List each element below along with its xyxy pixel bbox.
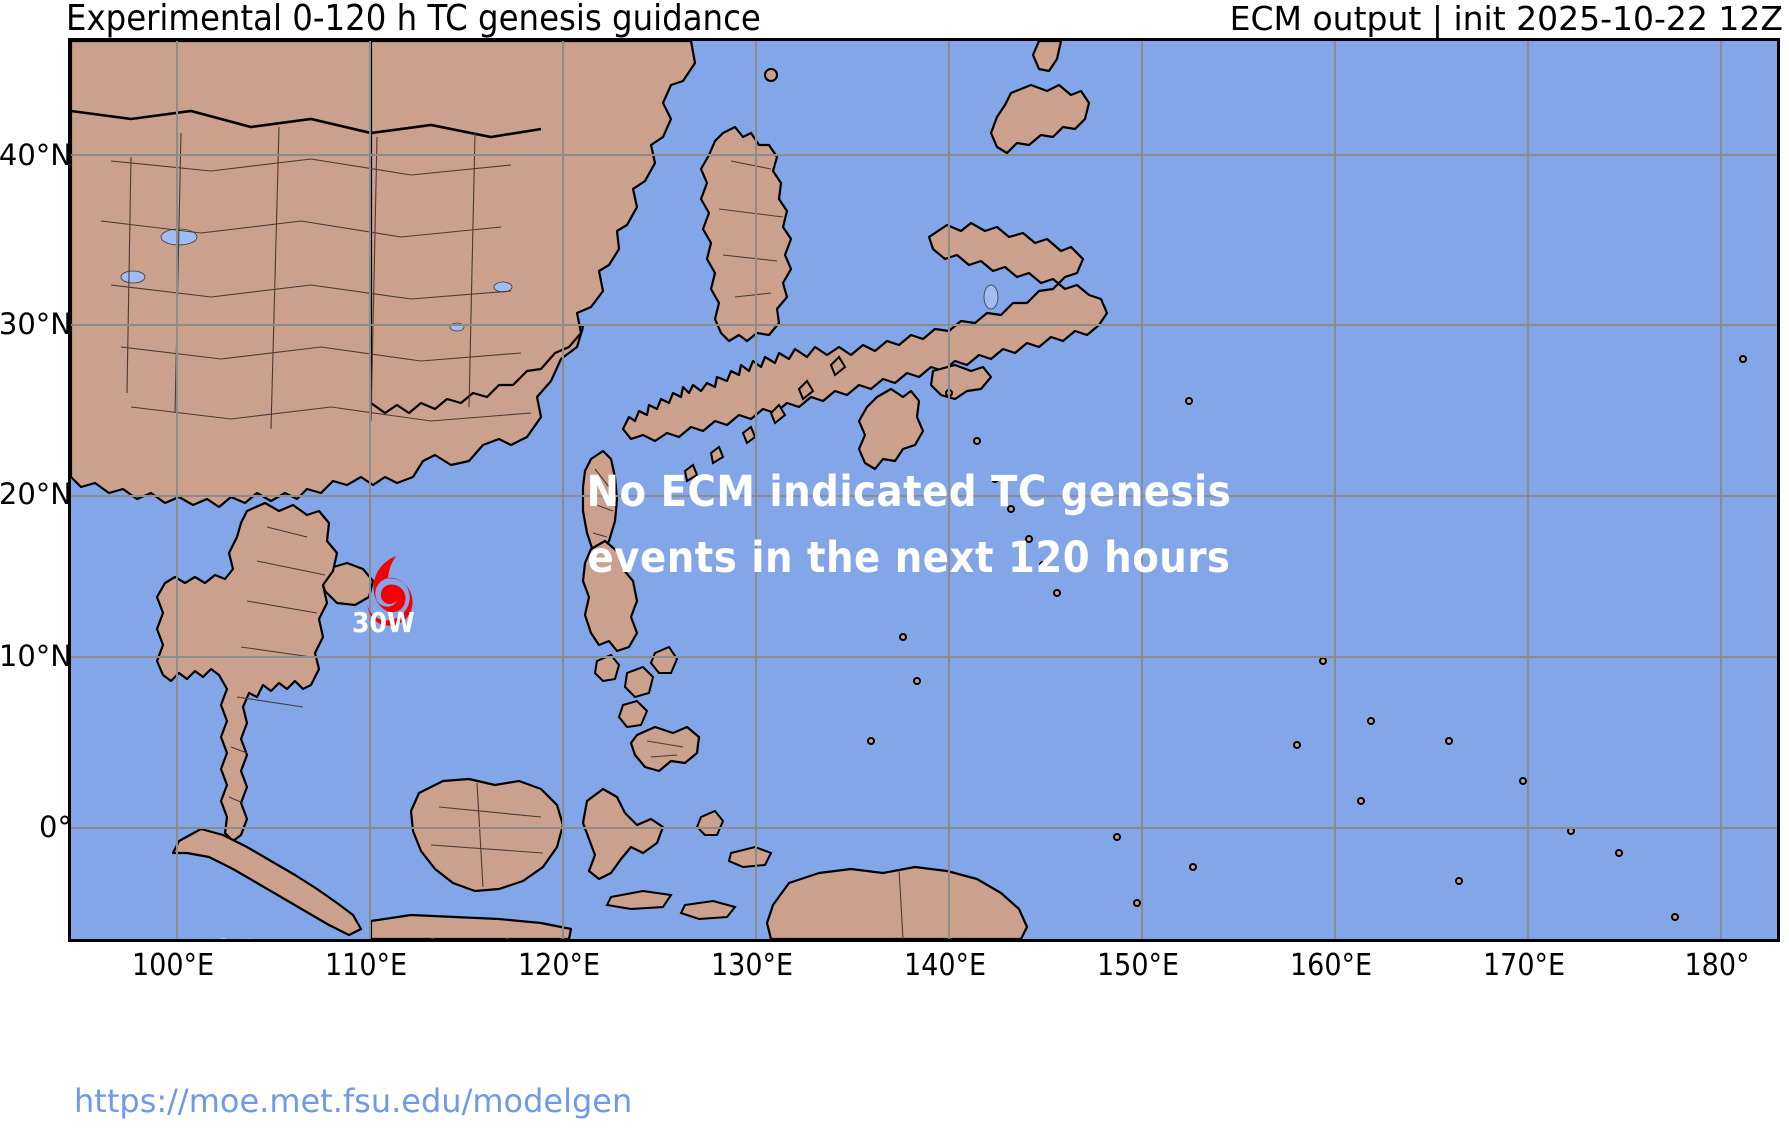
gridline-lon-150e [1141,41,1143,939]
generation-timestamp: Wed Oct 22 20:08 UTC 2025 [159,934,604,939]
gridline-lat-0 [71,827,1777,829]
tc-genesis-marker-30w[interactable] [367,554,413,626]
gridline-lon-180 [1720,41,1722,939]
gridline-lat-10n [71,656,1777,658]
xtick-130e: 130°E [710,948,794,983]
gridline-lon-120e [562,41,564,939]
map-canvas[interactable]: .land{fill:#cba08c;stroke:#000;stroke-wi… [68,38,1780,942]
storm-label: 30W [352,606,415,639]
gridline-lat-30n [71,324,1777,326]
gridline-lon-170e [1527,41,1529,939]
ytick-10n: 10°N [0,639,72,673]
ytick-40n: 40°N [0,138,72,172]
xtick-180: 180° [1684,948,1750,983]
ytick-20n: 20°N [0,477,72,511]
xtick-110e: 110°E [324,948,408,983]
gridline-lon-110e [369,41,371,939]
xtick-160e: 160°E [1289,948,1373,983]
gridline-lon-160e [1334,41,1336,939]
ytick-0: 0° [39,810,72,844]
xtick-140e: 140°E [903,948,987,983]
ytick-30n: 30°N [0,307,72,341]
gridline-lat-20n [71,495,1777,497]
xtick-150e: 150°E [1096,948,1180,983]
gridline-lon-140e [948,41,950,939]
basemap-graphic: .land{fill:#cba08c;stroke:#000;stroke-wi… [71,41,1777,939]
model-init-label: ECM output | init 2025-10-22 12Z [1229,0,1783,38]
xtick-120e: 120°E [517,948,601,983]
xtick-170e: 170°E [1482,948,1566,983]
source-url-link[interactable]: https://moe.met.fsu.edu/modelgen [74,1082,633,1120]
gridline-lon-130e [755,41,757,939]
gridline-lon-100e [176,41,178,939]
xtick-100e: 100°E [131,948,215,983]
gridline-lat-40n [71,154,1777,156]
page-title: Experimental 0-120 h TC genesis guidance [66,0,761,39]
